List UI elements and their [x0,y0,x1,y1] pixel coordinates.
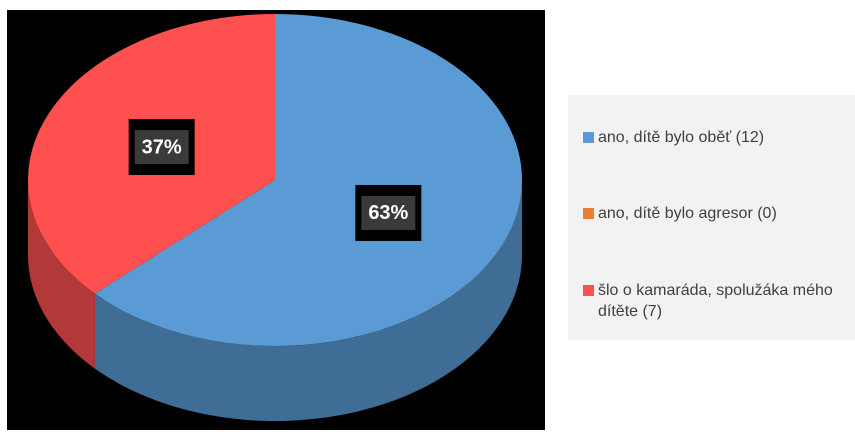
data-label-inner [134,130,189,165]
data-label: 63% [368,202,408,224]
data-label: 37% [142,136,182,158]
legend-swatch [583,132,594,143]
legend-label: šlo o kamaráda, spolužáka mého dítěte (7… [598,282,833,320]
legend-item: ano, dítě bylo oběť (12) [583,127,855,148]
legend-label: ano, dítě bylo oběť (12) [598,129,765,146]
data-label-inner [361,195,416,230]
legend-item: ano, dítě bylo agresor (0) [583,203,855,224]
legend: ano, dítě bylo oběť (12) ano, dítě bylo a… [568,95,855,340]
pie-slice [94,14,522,346]
pie-side [94,180,523,421]
legend-swatch [583,285,594,296]
pie-side [28,180,95,369]
legend-item: šlo o kamaráda, spolužáka mého dítěte (7… [583,280,855,322]
legend-label: ano, dítě bylo agresor (0) [598,205,777,222]
legend-swatch [583,208,594,219]
